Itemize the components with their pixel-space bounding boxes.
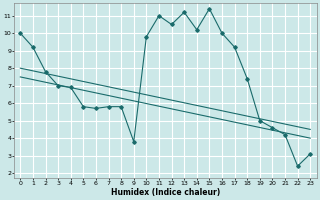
X-axis label: Humidex (Indice chaleur): Humidex (Indice chaleur) — [111, 188, 220, 197]
